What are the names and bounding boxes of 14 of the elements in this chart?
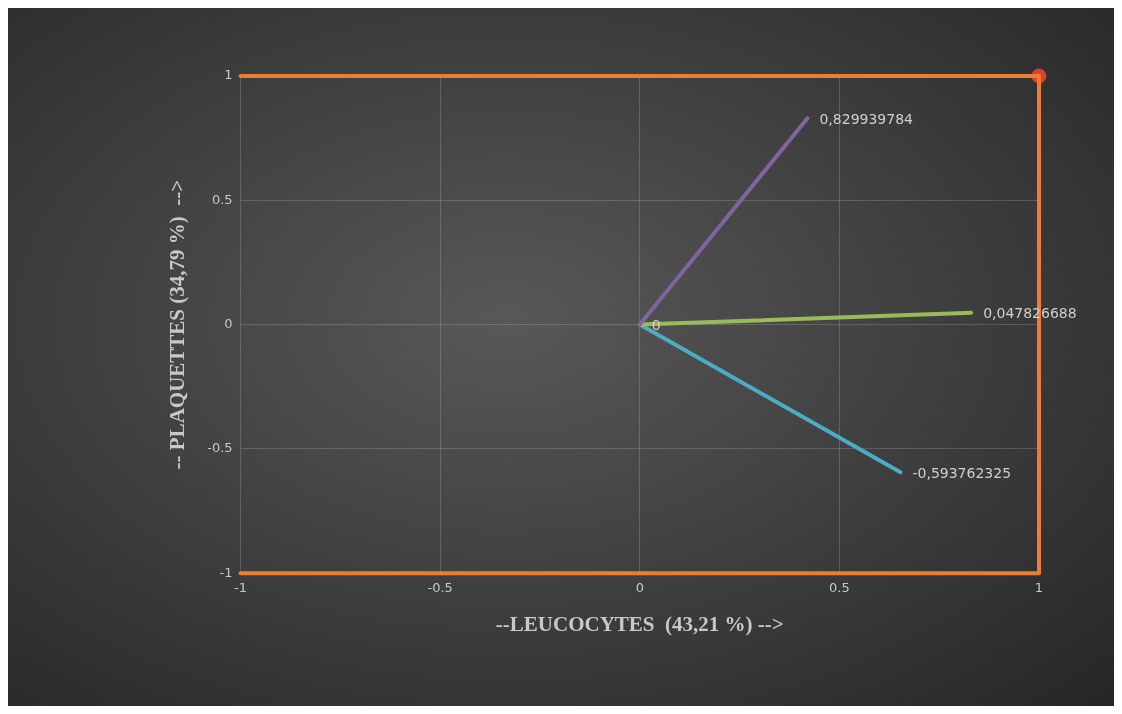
- x-tick-label: 0.5: [829, 580, 850, 596]
- y-axis-title: -- PLAQUETTES (34,79 %) -->: [165, 179, 190, 470]
- y-tick-label: -1: [219, 564, 233, 580]
- x-tick-label: -0.5: [427, 580, 453, 596]
- data-label: 0,829939784: [819, 110, 914, 127]
- data-label: -0,593762325: [912, 464, 1012, 481]
- y-tick-label: 0.5: [211, 191, 233, 207]
- x-axis-title: --LEUCOCYTES (43,21 %) -->: [495, 611, 784, 636]
- y-tick-label: 1: [224, 67, 233, 83]
- x-tick-label: 0: [635, 580, 644, 596]
- x-tick-label: -1: [234, 580, 248, 596]
- x-tick-label: 1: [1034, 580, 1044, 596]
- y-tick-label: 0: [224, 315, 233, 331]
- y-tick-label: -0.5: [207, 440, 233, 456]
